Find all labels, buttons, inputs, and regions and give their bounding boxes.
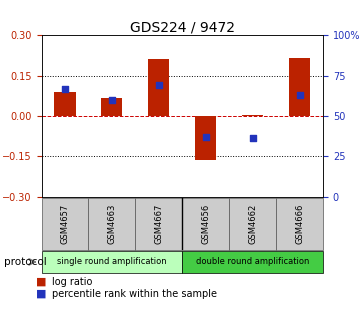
Text: percentile rank within the sample: percentile rank within the sample xyxy=(52,289,217,299)
Bar xyxy=(42,198,88,250)
Text: GSM4666: GSM4666 xyxy=(295,204,304,245)
Bar xyxy=(289,58,310,116)
Text: ■: ■ xyxy=(36,289,47,299)
Point xyxy=(156,83,162,88)
Text: GSM4662: GSM4662 xyxy=(248,204,257,244)
Text: double round amplification: double round amplification xyxy=(196,257,309,266)
Text: GSM4663: GSM4663 xyxy=(108,204,116,245)
Text: log ratio: log ratio xyxy=(52,277,93,287)
Text: GSM4656: GSM4656 xyxy=(201,204,210,244)
Bar xyxy=(88,198,135,250)
Text: GSM4667: GSM4667 xyxy=(155,204,163,245)
Bar xyxy=(182,251,323,273)
Bar xyxy=(229,198,276,250)
Point xyxy=(203,134,209,139)
Point xyxy=(250,136,256,141)
Point xyxy=(297,92,303,98)
Bar xyxy=(182,198,229,250)
Bar xyxy=(195,116,216,160)
Text: single round amplification: single round amplification xyxy=(57,257,167,266)
Bar xyxy=(55,92,75,116)
Bar xyxy=(42,251,182,273)
Bar xyxy=(148,59,169,116)
Bar xyxy=(101,98,122,116)
Bar xyxy=(135,198,182,250)
Text: ■: ■ xyxy=(36,277,47,287)
Text: protocol: protocol xyxy=(4,257,46,267)
Title: GDS224 / 9472: GDS224 / 9472 xyxy=(130,20,235,34)
Bar xyxy=(276,198,323,250)
Bar xyxy=(242,115,263,116)
Point xyxy=(109,97,115,102)
Point xyxy=(62,86,68,91)
Text: GSM4657: GSM4657 xyxy=(61,204,69,244)
